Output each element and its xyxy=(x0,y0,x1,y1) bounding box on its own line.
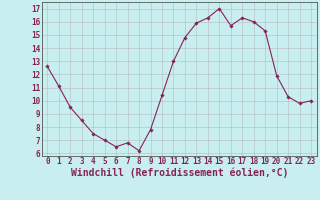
X-axis label: Windchill (Refroidissement éolien,°C): Windchill (Refroidissement éolien,°C) xyxy=(70,168,288,178)
